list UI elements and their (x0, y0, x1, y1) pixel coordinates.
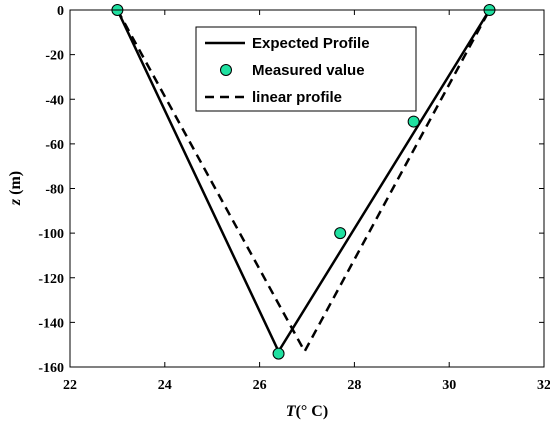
legend-box (195, 26, 417, 112)
y-tick-label: -20 (45, 49, 64, 64)
measured-point (334, 227, 347, 240)
linear-profile-line (116, 9, 491, 354)
legend-label-measured: Measured value (252, 62, 365, 79)
legend-label-linear: linear profile (252, 89, 342, 106)
legend: Expected Profile Measured value linear p… (195, 26, 417, 112)
y-tick-label: -40 (45, 93, 64, 108)
x-tick-label: 22 (63, 378, 77, 393)
y-tick-label: -80 (45, 183, 64, 198)
legend-swatch-measured (220, 64, 232, 76)
y-tick-label: -120 (38, 272, 64, 287)
x-tick-label: 28 (347, 378, 361, 393)
measured-point (272, 347, 285, 360)
x-tick-label: 32 (537, 378, 550, 393)
y-tick-label: -140 (38, 316, 64, 331)
x-tick-label: 24 (158, 378, 172, 393)
x-tick-label: 30 (442, 378, 456, 393)
x-ticks: 22 24 26 28 30 32 (63, 10, 550, 393)
legend-label-expected: Expected Profile (252, 35, 370, 52)
x-axis-title: T(° C) (286, 403, 328, 420)
y-tick-label: -160 (38, 361, 64, 376)
y-tick-label: 0 (57, 4, 64, 19)
y-tick-label: -100 (38, 227, 64, 242)
measured-point (407, 115, 420, 128)
y-axis-title: z (m) (7, 171, 24, 206)
x-tick-label: 26 (253, 378, 267, 393)
y-ticks: 0 -20 -40 -60 -80 -100 -120 -140 -160 (38, 4, 544, 376)
y-tick-label: -60 (45, 138, 64, 153)
